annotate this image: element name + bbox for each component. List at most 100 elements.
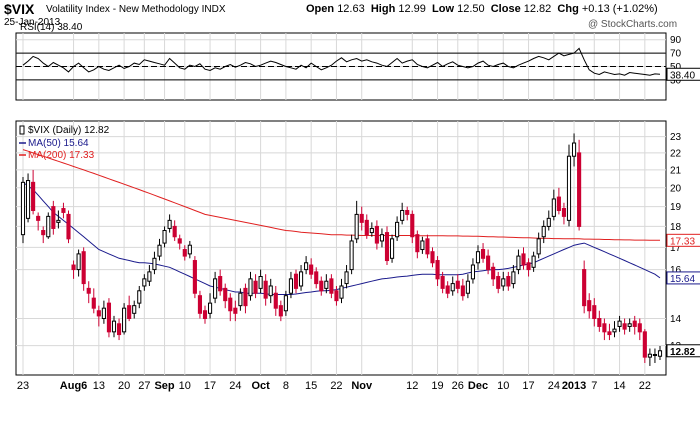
candle-body-down (491, 266, 496, 280)
chg-value: +0.13 (+1.02%) (581, 3, 658, 15)
x-tick-label: 2013 (562, 380, 586, 392)
rsi-tick-label: 70 (670, 49, 682, 60)
candle-body-down (243, 287, 248, 307)
candle-body-up (207, 302, 213, 314)
candle-body-up (248, 278, 253, 297)
candle-body-down (521, 253, 526, 266)
current-price-value-label: 12.82 (670, 347, 695, 358)
candle-body-down (192, 260, 197, 294)
candle-body-up (258, 276, 263, 289)
legend-candle-icon (19, 125, 25, 135)
candle-body-up (46, 215, 51, 238)
candle-body-up (379, 234, 385, 242)
candle-body-up (465, 280, 470, 294)
candle-body-up (516, 255, 521, 271)
candle-body-down (51, 206, 56, 229)
rsi-current-value-box (666, 67, 700, 81)
candle-body-up (339, 285, 344, 299)
low-value: 12.50 (457, 3, 485, 15)
candle-body-down (202, 310, 208, 320)
x-tick-label: 24 (548, 380, 560, 392)
candle-body-down (577, 152, 582, 227)
price-tick-label: 18 (670, 222, 682, 233)
candle-body-up (187, 244, 192, 255)
rsi-tick-label: 90 (670, 35, 682, 46)
candle-body-up (475, 251, 481, 264)
x-tick-label: 8 (283, 380, 289, 392)
candle-body-up (450, 283, 455, 292)
candle-body-up (354, 213, 359, 240)
candle-body-down (364, 219, 369, 236)
x-tick-label: 12 (406, 380, 418, 392)
candle-body-down (278, 305, 283, 317)
candle-body-down (410, 213, 415, 238)
x-tick-label: 15 (305, 380, 317, 392)
x-tick-label: 7 (591, 380, 597, 392)
high-label: High (370, 3, 396, 15)
price-tick-label: 14 (670, 314, 682, 325)
candle-body-down (172, 225, 177, 238)
candle-body-down (496, 276, 501, 289)
current-price-value-box (666, 344, 700, 358)
candle-body-down (91, 297, 96, 309)
description: Volatility Index - New Methodology INDX (46, 4, 226, 15)
candle-body-down (293, 273, 299, 289)
price-tick-label: 16 (670, 265, 682, 276)
candle-body-up (627, 323, 632, 327)
x-tick-label: 23 (17, 380, 29, 392)
x-tick-label: 14 (613, 380, 625, 392)
candle-body-down (359, 213, 364, 223)
candle-body-down (314, 271, 319, 285)
candle-body-down (425, 238, 430, 255)
candle-body-up (470, 264, 476, 280)
candle-body-down (455, 280, 460, 289)
candle-body-up (167, 219, 172, 229)
x-tick-label: 24 (229, 380, 241, 392)
ma50-value-box (666, 271, 700, 285)
candle-body-up (511, 271, 516, 285)
open-value: 12.63 (337, 3, 365, 15)
rsi-current-value-label: 38.40 (670, 70, 695, 81)
symbol: $VIX (4, 1, 35, 17)
candle-body-down (440, 276, 445, 289)
candle-body-down (430, 251, 435, 264)
candle-body-up (657, 350, 663, 357)
description-text: Volatility Index - New Methodology (46, 4, 199, 15)
candle-body-up (304, 262, 309, 271)
candle-body-down (71, 264, 76, 271)
x-tick-label: Oct (251, 380, 270, 392)
candle-body-down (556, 196, 561, 211)
candle-body-down (526, 262, 531, 271)
candle-body-up (142, 278, 147, 287)
candle-body-up (122, 307, 127, 333)
x-tick-label: Sep (154, 380, 174, 392)
candle-body-up (25, 180, 31, 219)
x-tick-label: 22 (330, 380, 342, 392)
close-label: Close (490, 3, 521, 15)
candle-body-up (612, 328, 617, 333)
candle-body-down (81, 251, 86, 285)
candle-body-down (374, 225, 379, 244)
x-tick-label: 19 (431, 380, 443, 392)
x-tick-label: 26 (452, 380, 464, 392)
candle-body-down (218, 276, 223, 292)
candle-body-down (592, 305, 597, 320)
candle-body-up (152, 257, 157, 271)
candle-body-up (147, 271, 152, 282)
candle-body-down (182, 249, 187, 257)
candle-body-down (637, 323, 642, 333)
exchange: INDX (201, 4, 226, 15)
candle-body-down (632, 320, 637, 327)
rsi-line (22, 47, 661, 76)
candle-body-up (20, 181, 26, 236)
candle-body-down (582, 269, 587, 307)
candle-body-up (400, 209, 405, 221)
candle-body-up (420, 240, 425, 251)
candle-body-up (157, 244, 162, 257)
candle-body-down (96, 310, 101, 317)
high-value: 12.99 (398, 3, 426, 15)
candle-body-up (213, 278, 218, 299)
candle-body-down (329, 278, 334, 294)
